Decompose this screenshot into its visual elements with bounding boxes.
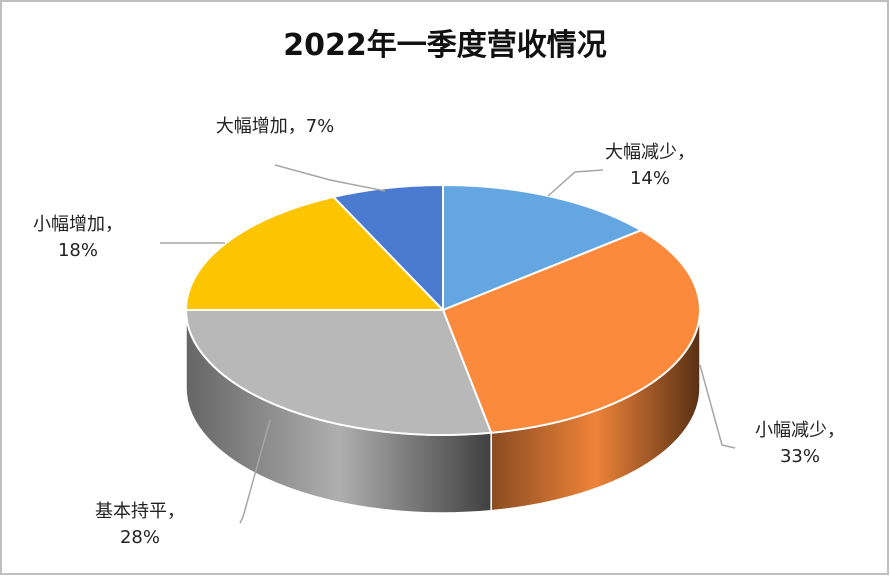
category-label: 基本持平 — [95, 501, 167, 522]
category-label: 大幅减少 — [605, 142, 677, 163]
value-label: 14% — [630, 168, 670, 189]
label-separator: ， — [105, 214, 123, 235]
leader-line — [547, 169, 604, 197]
data-label: 基本持平， 28% — [95, 501, 185, 548]
value-label: 7% — [306, 116, 335, 137]
label-separator: ， — [827, 420, 845, 441]
pie-slice — [441, 229, 701, 434]
pie-slice — [184, 309, 493, 436]
category-label: 小幅增加 — [33, 214, 105, 235]
chart-title: 2022年一季度营收情况 — [283, 28, 607, 63]
leader-line — [699, 364, 736, 449]
data-label: 小幅增加， 18% — [33, 214, 123, 261]
leader-line — [239, 419, 271, 524]
category-label: 小幅减少 — [755, 420, 827, 441]
pie-slice — [184, 195, 446, 311]
pie-slice — [442, 183, 644, 312]
label-separator: ， — [288, 116, 306, 137]
value-label: 28% — [120, 527, 160, 548]
value-label: 33% — [780, 446, 820, 467]
data-label: 大幅增加，7% — [216, 116, 335, 137]
label-separator: ， — [167, 501, 185, 522]
label-separator: ， — [677, 142, 695, 163]
value-label: 18% — [58, 240, 98, 261]
data-label: 小幅减少， 33% — [755, 420, 845, 467]
data-label: 大幅减少， 14% — [605, 142, 695, 189]
pie-slice — [331, 183, 444, 313]
category-label: 大幅增加 — [216, 116, 288, 137]
leader-line — [274, 164, 386, 192]
